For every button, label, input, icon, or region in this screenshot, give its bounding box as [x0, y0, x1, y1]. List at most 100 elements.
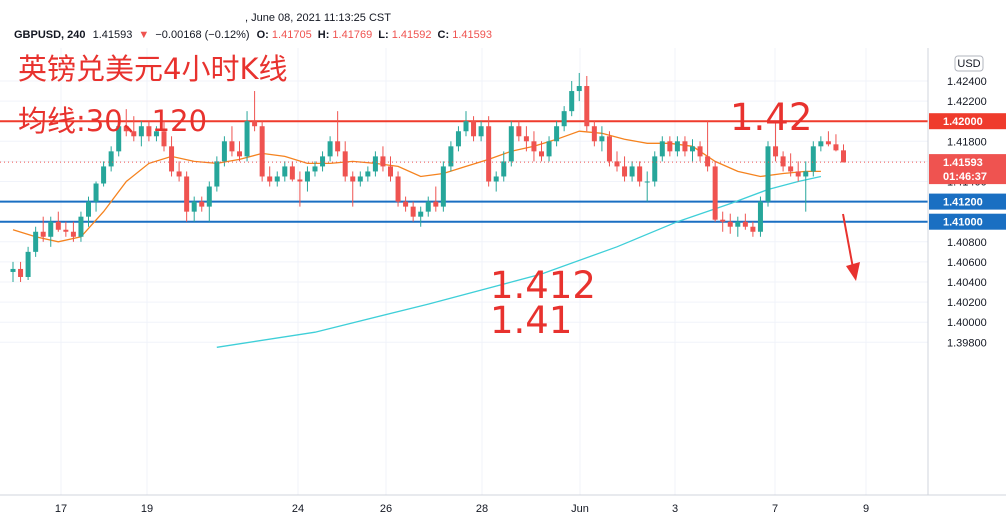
candle-body-up: [501, 161, 507, 177]
candle-body-down: [486, 126, 492, 182]
candle-body-down: [750, 226, 756, 232]
candle-body-down: [433, 201, 439, 207]
header-last-price: 1.41593: [93, 29, 133, 41]
candle-body-down: [289, 166, 295, 180]
candle-body-down: [606, 136, 612, 162]
current-price-tag-bg: [929, 154, 1006, 185]
candle-body-down: [705, 156, 711, 167]
candle-body-up: [463, 121, 469, 132]
candle-body-up: [818, 141, 824, 147]
candle-body-down: [795, 171, 801, 177]
candle-body-down: [788, 166, 794, 172]
y-tick-label: 1.42400: [947, 76, 987, 88]
candle-body-down: [682, 141, 688, 152]
time-axis-ticks: 17 19 24 26 28 Jun 3 7 9: [55, 503, 869, 515]
candle-body-up: [282, 166, 288, 177]
candle-body-down: [176, 171, 182, 177]
level-tag-text: 1.41000: [943, 217, 983, 229]
candle-body-up: [108, 151, 114, 167]
ma120-line: [216, 175, 822, 348]
candle-body-up: [274, 176, 280, 182]
candle-body-up: [455, 131, 461, 147]
header-o-label: O:: [257, 29, 269, 41]
down-arrow-icon: [842, 213, 860, 281]
candle-body-down: [825, 141, 831, 145]
candle-body-up: [304, 171, 310, 182]
y-tick-label: 1.39800: [947, 337, 987, 349]
currency-label: USD: [957, 58, 980, 70]
candle-body-down: [720, 219, 726, 222]
candle-body-up: [365, 171, 371, 177]
candle-body-up: [372, 156, 378, 172]
candle-body-down: [184, 176, 190, 212]
candle-body-up: [757, 201, 763, 232]
y-tick-label: 1.40200: [947, 297, 987, 309]
candle-body-down: [70, 231, 76, 237]
candle-body-down: [622, 166, 628, 177]
chart-header: , June 08, 2021 11:13:25 CST GBPUSD, 240…: [14, 12, 492, 41]
candle-body-up: [327, 141, 333, 157]
candle-body-up: [569, 91, 575, 112]
header-symbol-name: GBPUSD, 240: [14, 29, 86, 41]
candle-body-down: [18, 268, 24, 277]
candle-body-up: [320, 156, 326, 167]
candle-body-up: [644, 181, 650, 183]
candle-body-down: [380, 156, 386, 167]
x-tick-label: 9: [863, 503, 869, 515]
candle-body-down: [523, 136, 529, 142]
candles: [10, 72, 846, 282]
candle-body-down: [161, 131, 167, 147]
candle-body-up: [554, 126, 560, 142]
candle-body-down: [780, 156, 786, 167]
moving-average-lines: [12, 130, 822, 348]
candle-body-up: [508, 126, 514, 162]
candle-body-down: [471, 121, 477, 137]
candle-body-up: [546, 141, 552, 157]
header-h-value: 1.41769: [332, 29, 372, 41]
candle-body-down: [199, 201, 205, 207]
candle-body-up: [765, 146, 771, 202]
candle-body-down: [259, 126, 265, 177]
candle-body-down: [131, 131, 137, 137]
price-axis-tags: 1.42000 1.41200 1.41000 1.41593 01:46:37: [929, 113, 1006, 230]
price-axis: USD 1.424001.422001.420001.418001.416001…: [927, 48, 1006, 495]
candle-body-up: [25, 251, 31, 277]
candle-body-up: [48, 221, 54, 237]
header-c-label: C:: [438, 29, 450, 41]
candle-body-down: [55, 221, 61, 230]
candle-body-up: [116, 126, 122, 152]
annotation-level-141: 1.41: [490, 299, 572, 342]
time-axis: 17 19 24 26 28 Jun 3 7 9: [0, 494, 1006, 515]
header-l-value: 1.41592: [392, 29, 432, 41]
candle-body-down: [40, 231, 46, 237]
candle-body-down: [742, 221, 748, 227]
candle-body-up: [93, 183, 99, 202]
y-tick-label: 1.40800: [947, 237, 987, 249]
header-down-arrow-icon: ▼: [138, 29, 149, 41]
candle-body-up: [206, 186, 212, 207]
candle-body-up: [803, 171, 809, 177]
candle-body-up: [599, 136, 605, 142]
x-tick-label: 19: [141, 503, 153, 515]
candle-body-down: [229, 141, 235, 152]
candle-body-up: [191, 201, 197, 212]
x-tick-label: 26: [380, 503, 392, 515]
candle-body-down: [697, 146, 703, 157]
level-tag-bg: [929, 113, 1006, 130]
candle-body-down: [267, 176, 273, 182]
candle-body-down: [712, 166, 718, 220]
level-tag-bg: [929, 213, 1006, 230]
candle-body-up: [357, 176, 363, 182]
candle-body-down: [252, 121, 258, 127]
y-tick-label: 1.40000: [947, 317, 987, 329]
header-change: −0.00168 (−0.12%): [155, 29, 249, 41]
currency-button[interactable]: [954, 55, 984, 72]
candle-body-down: [727, 221, 733, 227]
candle-body-up: [629, 166, 635, 177]
candle-body-down: [841, 150, 846, 163]
candle-body-up: [418, 211, 424, 217]
candle-body-up: [478, 126, 484, 137]
candle-body-down: [591, 126, 597, 142]
